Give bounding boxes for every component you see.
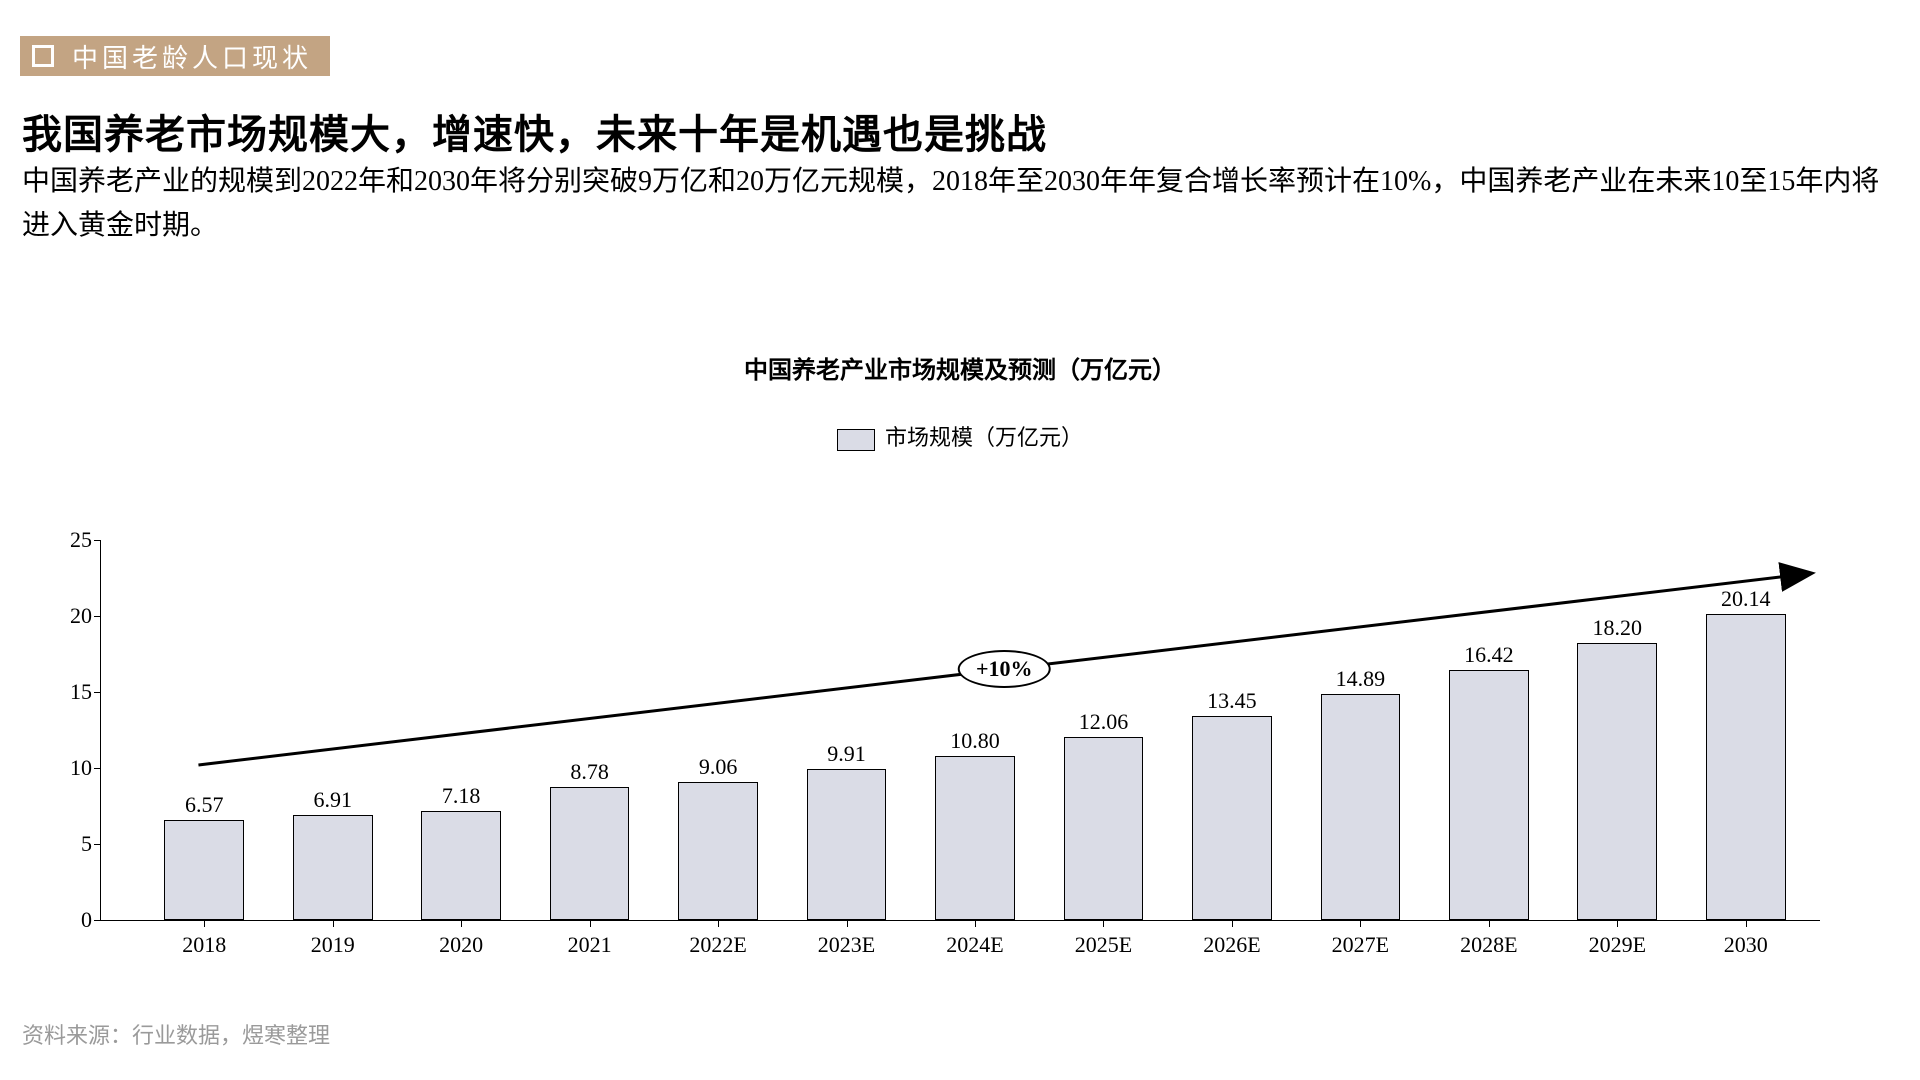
x-tick-mark [1746, 920, 1747, 927]
y-tick-label: 20 [32, 603, 92, 629]
legend-label: 市场规模（万亿元） [885, 425, 1083, 450]
y-axis [100, 540, 101, 920]
bar [1064, 737, 1144, 920]
bar-value-label: 13.45 [1207, 688, 1257, 714]
bar-chart: +10% 05101520256.5720186.9120197.1820208… [100, 540, 1820, 920]
x-tick-mark [1103, 920, 1104, 927]
x-tick-label: 2020 [439, 932, 483, 958]
x-tick-mark [1489, 920, 1490, 927]
x-tick-mark [1360, 920, 1361, 927]
x-tick-mark [1232, 920, 1233, 927]
bar-value-label: 16.42 [1464, 642, 1514, 668]
x-tick-mark [461, 920, 462, 927]
bar [1321, 694, 1401, 920]
x-tick-label: 2026E [1203, 932, 1260, 958]
x-tick-label: 2030 [1724, 932, 1768, 958]
y-tick-label: 10 [32, 755, 92, 781]
legend-swatch [837, 429, 875, 451]
bar [1192, 716, 1272, 920]
x-tick-mark [718, 920, 719, 927]
growth-annotation: +10% [958, 650, 1051, 688]
x-tick-mark [975, 920, 976, 927]
bar [1706, 614, 1786, 920]
bar-value-label: 10.80 [950, 728, 1000, 754]
y-tick-mark [94, 768, 100, 769]
x-tick-label: 2028E [1460, 932, 1517, 958]
bar [550, 787, 630, 920]
bar [678, 782, 758, 920]
y-tick-mark [94, 692, 100, 693]
bar-value-label: 6.57 [185, 792, 224, 818]
sub-description: 中国养老产业的规模到2022年和2030年将分别突破9万亿和20万亿元规模，20… [22, 160, 1890, 248]
source-attribution: 资料来源：行业数据，煜寒整理 [22, 1018, 330, 1050]
y-tick-mark [94, 540, 100, 541]
bar-value-label: 14.89 [1336, 666, 1386, 692]
bar [1449, 670, 1529, 920]
x-tick-label: 2022E [689, 932, 746, 958]
y-tick-mark [94, 616, 100, 617]
x-tick-label: 2027E [1332, 932, 1389, 958]
x-tick-mark [1617, 920, 1618, 927]
x-tick-label: 2018 [182, 932, 226, 958]
bar [293, 815, 373, 920]
bar-value-label: 7.18 [442, 783, 481, 809]
x-tick-label: 2023E [818, 932, 875, 958]
bar-value-label: 8.78 [570, 759, 609, 785]
x-tick-label: 2029E [1589, 932, 1646, 958]
bar-value-label: 18.20 [1593, 615, 1643, 641]
x-tick-label: 2024E [946, 932, 1003, 958]
x-tick-mark [847, 920, 848, 927]
chart-legend: 市场规模（万亿元） [0, 420, 1920, 452]
bar-value-label: 6.91 [313, 787, 352, 813]
tag-label: 中国老龄人口现状 [72, 38, 312, 75]
bar [807, 769, 887, 920]
y-tick-label: 0 [32, 907, 92, 933]
bar-value-label: 12.06 [1079, 709, 1129, 735]
bar [935, 756, 1015, 920]
x-tick-label: 2025E [1075, 932, 1132, 958]
x-tick-label: 2019 [311, 932, 355, 958]
x-tick-label: 2021 [568, 932, 612, 958]
x-tick-mark [204, 920, 205, 927]
y-tick-label: 5 [32, 831, 92, 857]
tag-square-icon [32, 45, 54, 67]
headline: 我国养老市场规模大，增速快，未来十年是机遇也是挑战 [22, 102, 1047, 160]
x-tick-mark [590, 920, 591, 927]
bar-value-label: 9.06 [699, 754, 738, 780]
bar [164, 820, 244, 920]
y-tick-mark [94, 844, 100, 845]
bar [421, 811, 501, 920]
bar-value-label: 9.91 [827, 741, 866, 767]
bar-value-label: 20.14 [1721, 586, 1771, 612]
x-tick-mark [333, 920, 334, 927]
section-tag: 中国老龄人口现状 [20, 36, 330, 76]
y-tick-mark [94, 920, 100, 921]
chart-title: 中国养老产业市场规模及预测（万亿元） [0, 350, 1920, 385]
y-tick-label: 25 [32, 527, 92, 553]
bar [1577, 643, 1657, 920]
y-tick-label: 15 [32, 679, 92, 705]
x-axis [100, 920, 1820, 921]
